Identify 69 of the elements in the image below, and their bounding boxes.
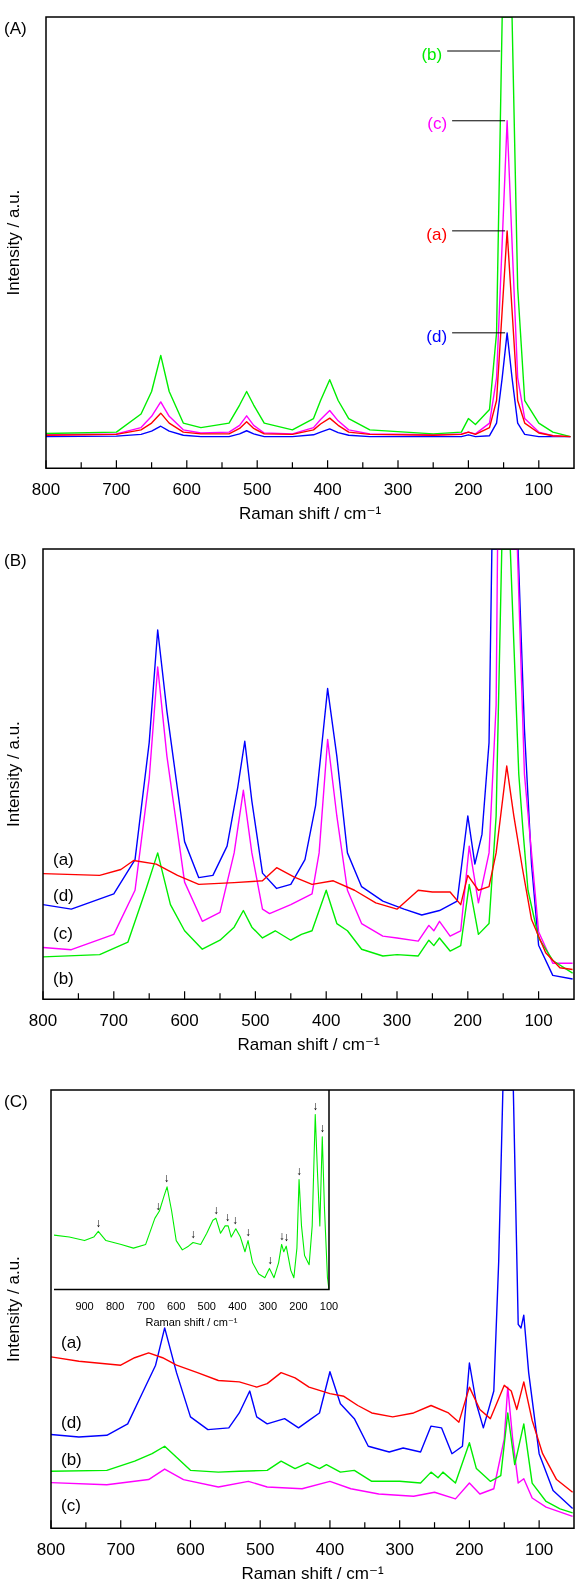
x-tick-label: 100 (524, 480, 553, 500)
text: (a) (426, 224, 448, 244)
chart-title: (B) (4, 550, 27, 570)
series-label: (c) (61, 1496, 81, 1516)
x-tick-label: 100 (524, 1011, 553, 1031)
x-tick-label: 700 (102, 480, 131, 500)
x-tick-label: 700 (106, 1540, 135, 1560)
x-tick-label: 200 (455, 1540, 484, 1560)
series-label: (b) (53, 968, 74, 988)
annotation: ↓ (154, 1198, 161, 1213)
x-tick-label: 100 (319, 1300, 339, 1313)
chart-title: (A) (4, 18, 27, 38)
x-tick-label: 800 (36, 1540, 66, 1560)
series-label: (b) (61, 1449, 82, 1469)
x-tick-label: 200 (289, 1300, 308, 1313)
x-tick-label: 400 (313, 480, 342, 500)
x-tick-label: 300 (385, 1540, 414, 1560)
x-tick-label: 600 (176, 1540, 205, 1560)
text: (d) (426, 326, 448, 346)
y-axis-title: Intensity / a.u. (3, 1256, 23, 1363)
x-tick-label: 600 (172, 480, 201, 500)
annotation: ↓ (296, 1163, 303, 1178)
annotation: ↓ (245, 1224, 252, 1239)
x-tick-label: 500 (241, 1011, 270, 1031)
x-tick-label: 200 (454, 480, 483, 500)
x-tick-label: 800 (31, 480, 61, 500)
x-tick-label: 300 (383, 480, 413, 500)
annotation: ↓ (190, 1226, 197, 1241)
x-tick-label: 800 (28, 1011, 58, 1031)
x-tick-label: 200 (453, 1011, 482, 1031)
series-label: (d) (61, 1413, 82, 1433)
annotation: ↓ (283, 1230, 290, 1245)
annotation: ↓ (231, 1213, 238, 1228)
annotation: ↓ (224, 1210, 231, 1225)
series-label: (a) (61, 1332, 82, 1352)
series-label: (c) (53, 924, 73, 944)
annotation: ↓ (278, 1228, 285, 1243)
x-tick-label: 400 (312, 1011, 341, 1031)
x-tick-label: 700 (99, 1011, 128, 1031)
x-tick-label: 300 (382, 1011, 412, 1031)
annotation: ↓ (267, 1252, 274, 1267)
annotation: ↓ (95, 1215, 102, 1230)
text: (c) (427, 114, 448, 134)
x-tick-label: 100 (524, 1540, 554, 1560)
x-tick-label: 500 (197, 1300, 216, 1313)
x-tick-label: 300 (258, 1300, 278, 1313)
x-tick-label: 600 (170, 1011, 199, 1031)
x-tick-label: 600 (167, 1300, 186, 1313)
x-tick-label: 800 (105, 1300, 125, 1313)
annotation: ↓ (312, 1098, 319, 1113)
y-axis-title: Intensity / a.u. (3, 721, 23, 828)
chart-title: (C) (4, 1091, 28, 1111)
x-tick-label: 400 (228, 1300, 247, 1313)
annotation: ↓ (319, 1121, 326, 1136)
series-label: (d) (53, 886, 74, 906)
x-axis-title: Raman shift / cm⁻¹ (237, 1035, 380, 1055)
x-tick-label: 500 (243, 480, 272, 500)
annotation: ↓ (212, 1202, 219, 1217)
x-axis-title: Raman shift / cm⁻¹ (238, 504, 382, 524)
annotation: ↓ (163, 1171, 170, 1186)
x-axis-title: Raman shift / cm⁻¹ (241, 1564, 384, 1584)
x-tick-label: 900 (75, 1300, 94, 1313)
text: (b) (421, 44, 443, 64)
x-tick-label: 700 (136, 1300, 155, 1313)
series-label: (a) (53, 850, 74, 870)
x-tick-label: 400 (315, 1540, 345, 1560)
x-tick-label: 500 (246, 1540, 275, 1560)
x-axis-title: Raman shift / cm⁻¹ (145, 1316, 238, 1329)
y-axis-title: Intensity / a.u. (3, 189, 23, 296)
